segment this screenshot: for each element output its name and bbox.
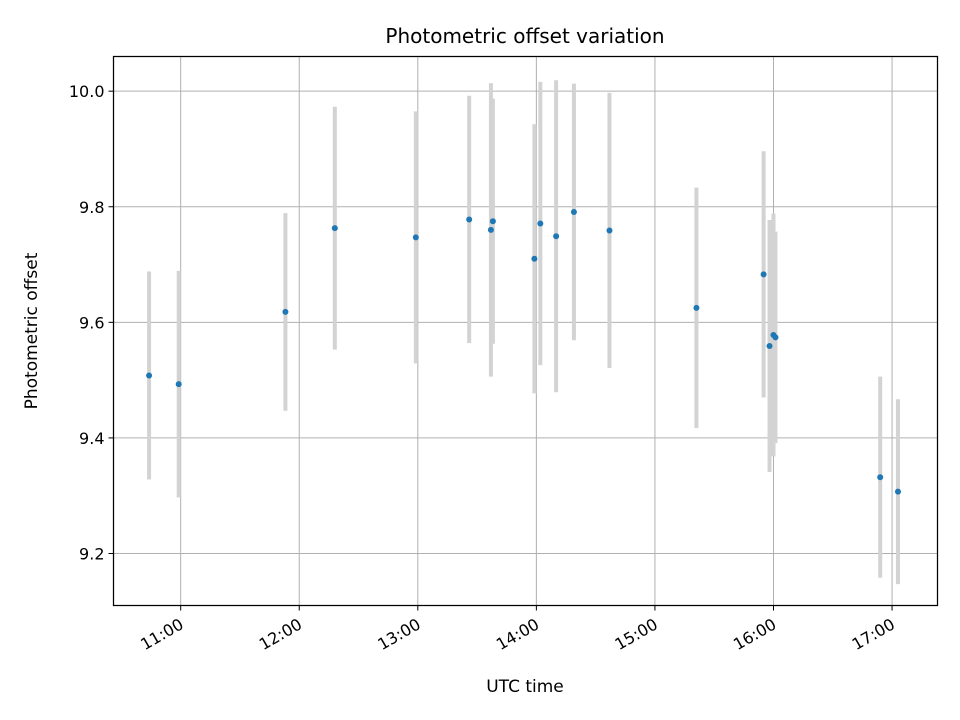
x-axis-label: UTC time (486, 677, 564, 697)
data-points (146, 208, 901, 495)
y-tick-label: 9.2 (79, 544, 104, 563)
y-tick-label: 10.0 (69, 82, 105, 101)
data-point (766, 343, 773, 350)
data-point (489, 218, 496, 225)
data-point (282, 308, 289, 315)
y-axis: 9.2 9.4 9.6 9.8 10.0 (69, 82, 114, 563)
data-point (487, 226, 494, 233)
y-tick-label: 9.4 (79, 429, 104, 448)
data-point (760, 271, 767, 278)
data-point (331, 225, 338, 232)
data-point (412, 234, 419, 241)
y-axis-label: Photometric offset (22, 252, 42, 409)
y-gridlines (113, 90, 938, 554)
data-point (894, 488, 901, 495)
data-point (772, 334, 779, 341)
data-point (570, 208, 577, 215)
data-point (146, 372, 153, 379)
data-point (877, 474, 884, 481)
data-point (175, 381, 182, 388)
data-point (606, 227, 613, 234)
data-point (537, 220, 544, 227)
data-point (531, 255, 538, 262)
data-point (553, 233, 560, 240)
data-point (466, 216, 473, 223)
y-tick-label: 9.6 (79, 313, 104, 332)
plot-frame (112, 55, 939, 607)
chart-title: Photometric offset variation (385, 24, 664, 48)
y-tick-label: 9.8 (79, 198, 104, 217)
data-point (693, 304, 700, 311)
